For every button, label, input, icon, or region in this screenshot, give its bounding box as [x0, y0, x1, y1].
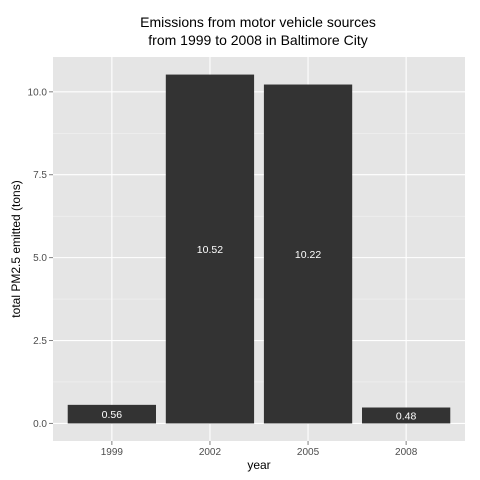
x-tick-label: 1999: [101, 447, 124, 458]
chart-title-line-1: Emissions from motor vehicle sources: [140, 14, 376, 30]
bar-2002: [165, 74, 255, 424]
y-tick-label: 2.5: [33, 336, 47, 347]
x-tick-label: 2002: [199, 447, 222, 458]
bar-value-label: 0.56: [102, 409, 123, 421]
y-tick-label: 10.0: [28, 87, 48, 98]
y-tick-label: 5.0: [33, 253, 47, 264]
y-tick-label: 0.0: [33, 419, 47, 430]
bar-value-label: 10.22: [295, 249, 321, 261]
plot-panel: [53, 57, 465, 441]
bar-2005: [263, 84, 353, 424]
bar-2008: [362, 407, 451, 424]
y-axis-title: total PM2.5 emitted (tons): [9, 180, 23, 317]
x-tick-label: 2008: [395, 447, 418, 458]
bars: 0.56 10.52 10.22 0.48: [67, 74, 451, 424]
bar-value-label: 10.52: [197, 244, 223, 256]
bar-1999: [67, 404, 156, 424]
chart-title-line-2: from 1999 to 2008 in Baltimore City: [148, 32, 367, 48]
x-axis-title: year: [247, 458, 270, 472]
bar-value-label: 0.48: [396, 410, 417, 422]
x-tick-label: 2005: [297, 447, 320, 458]
x-axis-ticks: 1999 2002 2005 2008: [101, 441, 418, 458]
y-axis-ticks: 0.0 2.5 5.0 7.5 10.0: [28, 87, 53, 430]
y-tick-label: 7.5: [33, 170, 47, 181]
